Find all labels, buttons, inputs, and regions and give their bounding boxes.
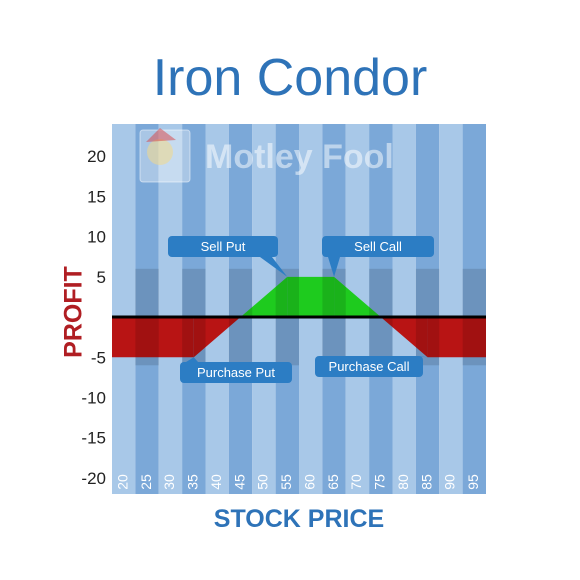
y-axis-label: PROFIT	[59, 266, 88, 358]
x-tick-45: 45	[231, 474, 247, 490]
stripe-95	[462, 124, 486, 494]
callout-pointer	[260, 257, 288, 277]
jester-logo-face	[147, 139, 173, 165]
stripe-25	[135, 124, 159, 494]
callout-box	[315, 356, 423, 377]
callout-sell-call: Sell Call	[322, 236, 434, 277]
watermark-text: Motley Fool	[205, 138, 394, 176]
x-tick-70: 70	[348, 474, 364, 490]
y-tick--20: -20	[81, 469, 106, 488]
x-tick-20: 20	[114, 474, 130, 490]
payoff-areas	[112, 268, 486, 366]
callout-purchase-call: Purchase Call	[315, 356, 428, 377]
x-tick-65: 65	[325, 474, 341, 490]
y-tick--15: -15	[81, 429, 106, 448]
x-tick-25: 25	[138, 474, 154, 490]
background-stripes	[112, 124, 486, 494]
stripe-40	[205, 124, 229, 494]
x-tick-55: 55	[278, 474, 294, 490]
x-tick-90: 90	[442, 474, 458, 490]
x-tick-60: 60	[301, 474, 317, 490]
x-tick-80: 80	[395, 474, 411, 490]
motley-fool-watermark: Motley Fool	[139, 128, 394, 183]
loss-area-6	[427, 317, 486, 358]
y-tick--5: -5	[91, 348, 106, 367]
y-tick-15: 15	[87, 187, 106, 206]
callout-box	[322, 236, 434, 257]
profit-area-4	[334, 276, 381, 318]
stripe-30	[158, 124, 183, 494]
stripe-35	[182, 124, 206, 494]
stripe-20	[112, 124, 136, 494]
callout-sell-put: Sell Put	[168, 236, 288, 277]
stripe-75	[369, 124, 393, 494]
jester-logo-hat	[146, 128, 176, 142]
chart-title: Iron Condor	[152, 49, 428, 107]
callout-label: Sell Put	[201, 239, 246, 254]
stripe-90	[439, 124, 463, 494]
x-tick-75: 75	[372, 474, 388, 490]
callout-label: Sell Call	[354, 239, 402, 254]
annotations: Sell Put Sell Call Purchase Put Purchase Ca…	[168, 236, 434, 383]
loss-area-0	[112, 317, 194, 358]
x-tick-85: 85	[418, 474, 434, 490]
callout-purchase-put: Purchase Put	[180, 357, 292, 383]
x-axis-ticks: 20 25 30 35 40 45 50 55 60 65 70 75 80 85 90 95	[114, 474, 481, 490]
stripe-80	[392, 124, 416, 494]
callout-pointer	[328, 257, 340, 277]
y-tick-5: 5	[97, 268, 106, 287]
profit-area-3	[287, 276, 335, 318]
x-tick-35: 35	[185, 474, 201, 490]
y-tick--10: -10	[81, 388, 106, 407]
y-tick-10: 10	[87, 228, 106, 247]
profit-area-2	[240, 276, 288, 318]
loss-area-1	[193, 317, 241, 358]
callout-label: Purchase Put	[197, 365, 275, 380]
x-axis-label: STOCK PRICE	[213, 505, 385, 533]
callout-pointer	[186, 357, 198, 362]
x-tick-40: 40	[208, 474, 224, 490]
x-tick-50: 50	[255, 474, 271, 490]
y-tick-20: 20	[87, 147, 106, 166]
x-tick-95: 95	[465, 474, 481, 490]
callout-box	[168, 236, 278, 257]
stripe-85	[415, 124, 440, 494]
y-axis-ticks: 20 15 10 5 -5 -10 -15 -20	[81, 147, 106, 488]
x-tick-30: 30	[161, 474, 177, 490]
callout-label: Purchase Call	[329, 359, 410, 374]
callout-box	[180, 362, 292, 383]
stripe-45	[228, 124, 253, 494]
loss-area-5	[380, 317, 428, 358]
